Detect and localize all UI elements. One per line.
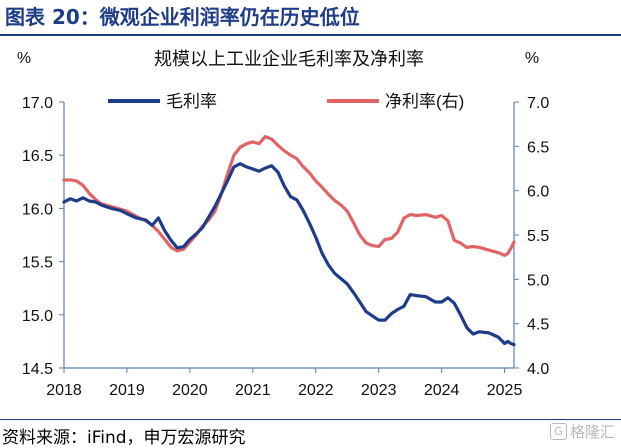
right-axis-tick-label: 4.5	[527, 317, 549, 334]
right-axis-tick-label: 6.0	[527, 184, 549, 201]
left-axis-tick-label: 14.5	[22, 361, 53, 378]
left-axis-tick-label: 17.0	[22, 95, 53, 112]
x-axis-tick-label: 2025	[487, 382, 523, 399]
legend-net-margin-label: 净利率(右)	[385, 92, 464, 111]
left-axis-tick-label: 16.5	[22, 148, 53, 165]
watermark: G 格隆汇	[549, 421, 615, 442]
chart-legend: 毛利率 净利率(右)	[108, 92, 464, 111]
x-axis-tick-label: 2020	[172, 382, 208, 399]
chart-series	[62, 135, 516, 347]
left-axis-tick-label: 15.0	[22, 308, 53, 325]
right-axis-tick-label: 7.0	[527, 95, 549, 112]
left-axis-tick-label: 15.5	[22, 255, 53, 272]
x-axis-tick-label: 2022	[298, 382, 334, 399]
x-axis-tick-label: 2024	[424, 382, 460, 399]
right-axis-tick-label: 6.5	[527, 139, 549, 156]
right-axis-tick-label: 4.0	[527, 361, 549, 378]
series-line-gross-margin	[62, 162, 516, 347]
x-axis-tick-label: 2019	[109, 382, 145, 399]
figure-title: 图表 20：微观企业利润率仍在历史低位	[5, 5, 360, 29]
chart-title: 规模以上工业企业毛利率及净利率	[154, 49, 424, 69]
right-axis-tick-label: 5.5	[527, 228, 549, 245]
left-axis-tick-label: 16.0	[22, 201, 53, 218]
x-axis-tick-label: 2018	[46, 382, 82, 399]
source-note: 资料来源：iFind，申万宏源研究	[2, 428, 246, 448]
source-divider	[0, 419, 621, 420]
legend-gross-margin-label: 毛利率	[166, 92, 217, 111]
right-axis-unit: %	[525, 50, 539, 67]
right-axis-tick-label: 5.0	[527, 272, 549, 289]
x-axis-tick-label: 2021	[235, 382, 271, 399]
x-axis-tick-label: 2023	[361, 382, 397, 399]
gelonghui-logo-icon: G	[549, 423, 567, 440]
chart-axes: 14.5 15.0 15.5 16.0 16.5 17.0 4.0 4.5 5.0 5.5 6.0 6…	[22, 95, 549, 399]
left-axis-unit: %	[17, 50, 31, 67]
watermark-text: 格隆汇	[569, 423, 615, 441]
title-divider	[0, 34, 621, 36]
